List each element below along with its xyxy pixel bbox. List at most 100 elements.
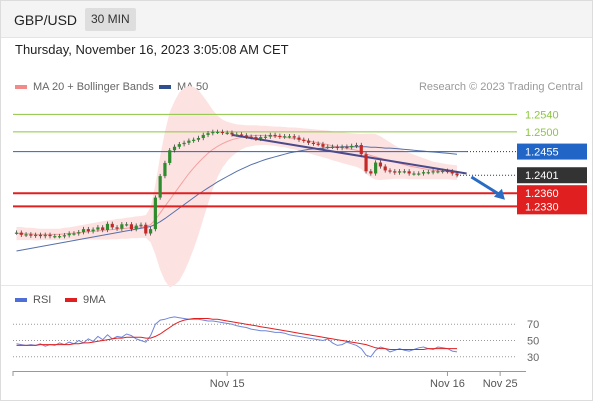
level-1-2330-label-bg [517, 198, 587, 215]
candle-body [326, 146, 330, 148]
candle-body [383, 166, 387, 171]
candle-body [254, 137, 258, 139]
candle-body [364, 154, 368, 172]
candle-body [292, 136, 296, 138]
x-tick-label: Nov 15 [210, 378, 245, 390]
candle-body [436, 171, 440, 173]
candle-body [345, 146, 349, 148]
candle-body [426, 172, 430, 174]
candle-body [316, 143, 320, 145]
forecast-arrow-shaft [470, 175, 501, 197]
candle-body [139, 224, 143, 226]
candle-body [388, 170, 392, 172]
credit: Research © 2023 Trading Central [418, 81, 583, 93]
ma50-swatch [159, 85, 171, 90]
candle-body [278, 135, 282, 137]
candle-body [67, 233, 71, 236]
ma20-swatch [15, 85, 27, 90]
candle-body [86, 229, 90, 232]
timeframe-badge[interactable]: 30 MIN [85, 8, 136, 31]
candle-body [220, 131, 225, 134]
candle-body [287, 136, 292, 138]
level-1-2500-label: 1.2500 [525, 127, 559, 139]
candle-body [144, 224, 148, 234]
candle-body [134, 225, 138, 230]
candle-body [235, 134, 239, 136]
trendline [231, 133, 467, 175]
legend-ma20-label: MA 20 + Bollinger Bands [33, 81, 154, 93]
candle-body [263, 136, 268, 138]
candle-body [297, 137, 301, 140]
candle-body [81, 229, 86, 233]
header-bar: GBP/USD 30 MIN [1, 1, 592, 38]
forecast-arrow-head [493, 188, 505, 200]
candle-body [306, 140, 311, 143]
candle-body [273, 134, 277, 137]
candle-body [283, 136, 287, 138]
bollinger-band [16, 85, 457, 288]
candle-body [38, 234, 43, 237]
candle-body [172, 146, 177, 151]
legend-9ma-label: 9MA [83, 294, 106, 306]
candle-body [187, 140, 191, 143]
legend-ma50-label: MA 50 [177, 81, 209, 93]
candle-body [335, 146, 339, 149]
candle-body [192, 139, 196, 141]
timestamp: Thursday, November 16, 2023 3:05:08 AM C… [15, 42, 289, 57]
candle-body [369, 171, 373, 174]
rsi-level-label-30: 30 [527, 352, 539, 364]
candle-body [378, 162, 383, 167]
candle-body [412, 173, 416, 175]
candle-body [359, 145, 363, 155]
candle-body [431, 171, 435, 173]
x-tick-label: Nov 16 [430, 378, 465, 390]
candle-body [407, 171, 411, 174]
candle-body [311, 142, 315, 145]
candle-body [129, 224, 134, 230]
candle-body [177, 144, 181, 147]
candle-body [450, 171, 454, 174]
candle-body [268, 134, 272, 137]
level-1-2455-label: 1.2455 [525, 147, 559, 159]
candle-body [302, 139, 306, 141]
candle-body [105, 223, 110, 230]
candle-body [393, 171, 397, 173]
candle-body [72, 233, 76, 235]
level-1-2540-label: 1.2540 [525, 109, 559, 121]
candle-body [77, 232, 81, 234]
candle-body [249, 136, 253, 138]
candle-body [206, 133, 210, 135]
level-1-2401-label: 1.2401 [525, 170, 559, 182]
candle-body [196, 137, 201, 140]
candle-body [148, 229, 153, 234]
legend-ma50: MA 50 [159, 81, 208, 93]
candle-body [340, 146, 344, 149]
candle-body [62, 235, 66, 237]
candle-body [43, 234, 47, 237]
ma9-swatch [65, 298, 77, 303]
candle-body [125, 224, 129, 226]
candle-body [24, 234, 28, 236]
candle-body [441, 170, 445, 173]
candle-body [91, 229, 95, 232]
candle-body [120, 224, 124, 229]
candle-body [402, 171, 406, 173]
level-1-2360-label: 1.2360 [525, 188, 559, 200]
candle-body [158, 176, 162, 198]
candle-body [53, 236, 57, 238]
candle-body [350, 145, 354, 148]
candle-body [230, 132, 234, 135]
candles [14, 129, 459, 239]
candle-body [48, 234, 52, 237]
candle-body [417, 173, 421, 175]
candle-body [115, 227, 119, 229]
candle-body [101, 227, 105, 230]
level-1-2401-label-bg [517, 167, 587, 184]
level-1-2330-label: 1.2330 [525, 201, 559, 213]
candle-body [321, 144, 325, 147]
x-tick-label: Nov 25 [483, 378, 518, 390]
candle-body [96, 227, 100, 230]
candle-body [445, 170, 450, 173]
